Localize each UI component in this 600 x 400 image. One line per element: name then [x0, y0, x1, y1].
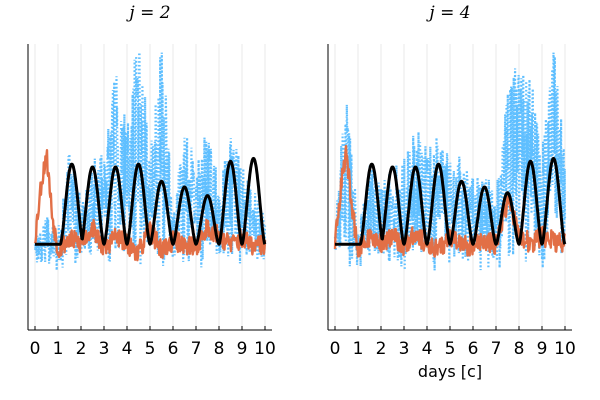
x-tick-label: 8: [514, 339, 525, 359]
x-axis-label: days [c]: [418, 362, 482, 381]
x-tick-label: 5: [145, 339, 156, 359]
x-tick-label: 3: [99, 339, 110, 359]
x-tick-label: 8: [214, 339, 225, 359]
series-black: [34, 156, 267, 246]
x-tick-label: 9: [537, 339, 548, 359]
x-tick-label: 0: [30, 339, 41, 359]
x-tick-label: 10: [554, 339, 576, 359]
x-tick-label: 4: [122, 339, 133, 359]
panel-left: 0 1 2 3 4 5 6 7 8 9 10 j = 2: [27, 3, 276, 359]
x-tick-label: 3: [399, 339, 410, 359]
x-tick-label: 2: [76, 339, 87, 359]
x-tick-label: 7: [191, 339, 202, 359]
x-tick-label: 2: [376, 339, 387, 359]
series-orange: [33, 149, 267, 262]
series-orange: [333, 144, 567, 258]
series-dotted: [333, 52, 567, 271]
x-tick-label: 7: [491, 339, 502, 359]
x-tick-label: 1: [353, 339, 364, 359]
panel-title: j = 2: [125, 3, 170, 23]
x-tick-label: 0: [330, 339, 341, 359]
x-tick-label: 9: [237, 339, 248, 359]
panel-right: 0 1 2 3 4 5 6 7 8 9 10 j = 4 days [c]: [327, 3, 576, 381]
plot-area: [333, 52, 567, 271]
x-tick-label: 6: [468, 339, 479, 359]
panel-title: j = 4: [425, 3, 470, 23]
series-black: [334, 156, 567, 246]
plot-area: [33, 51, 267, 271]
x-tick-label: 5: [445, 339, 456, 359]
x-tick-label: 10: [254, 339, 276, 359]
x-tick-label: 4: [422, 339, 433, 359]
x-tick-label: 6: [168, 339, 179, 359]
x-tick-label: 1: [53, 339, 64, 359]
